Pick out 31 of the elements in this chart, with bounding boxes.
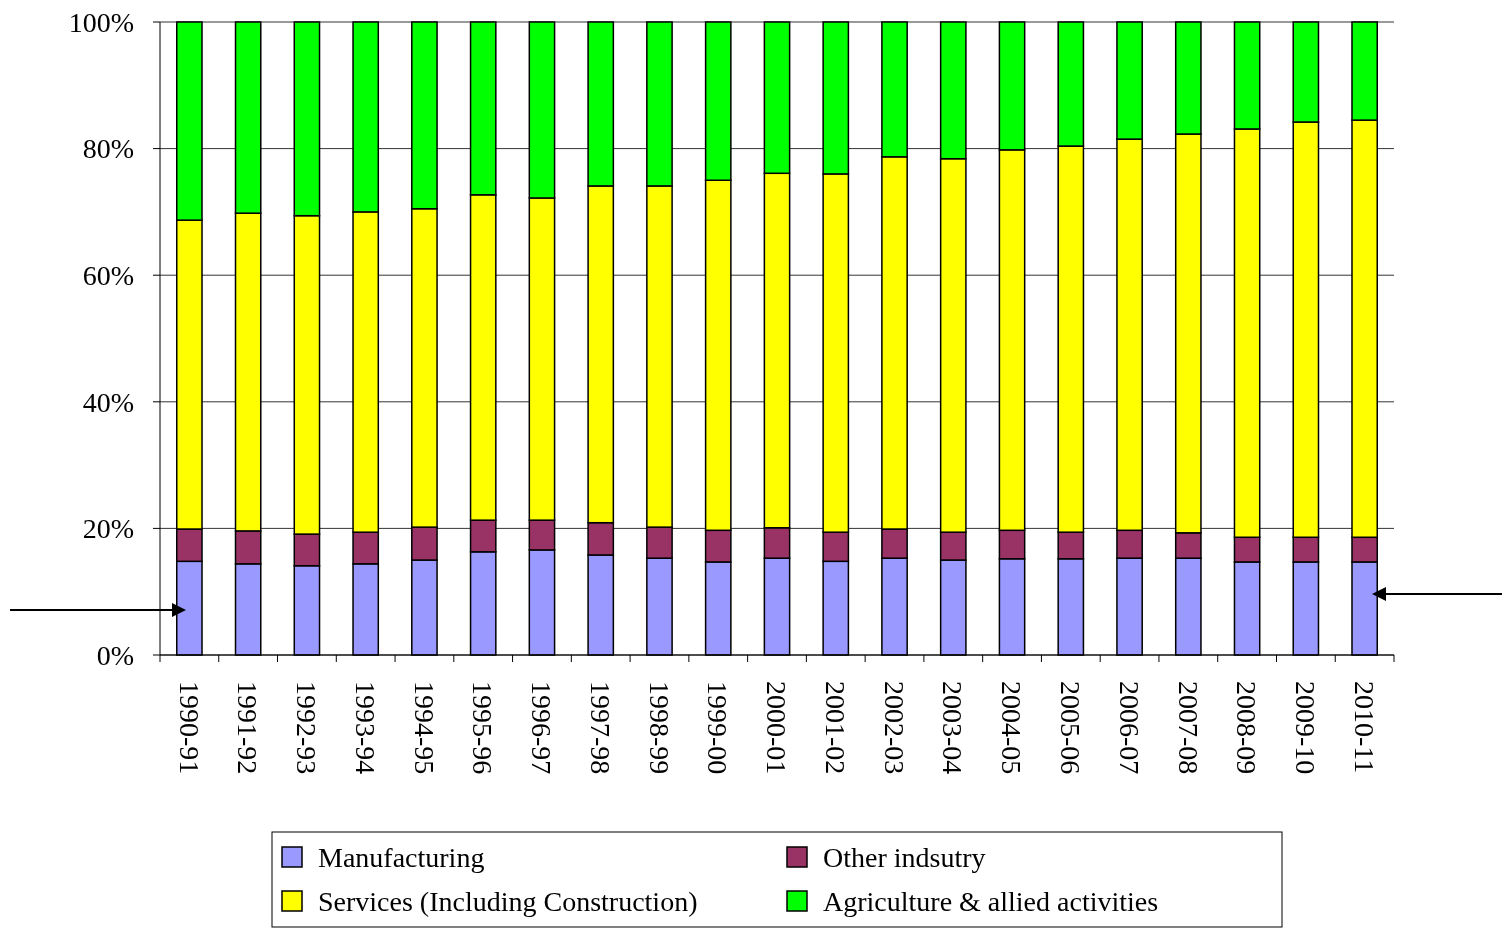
y-tick-label: 100% [68,6,134,38]
x-tick-label: 1997-98 [584,681,616,775]
legend-label: Services (Including Construction) [318,885,698,917]
x-tick-label: 2010-11 [1348,681,1380,774]
x-tick-label: 2003-04 [937,681,969,775]
x-tick-label: 2005-06 [1055,681,1087,775]
x-tick-label: 1998-99 [643,681,675,775]
x-tick-label: 2007-08 [1172,681,1204,775]
x-tick-label: 2008-09 [1231,681,1263,775]
x-tick-label: 1996-97 [526,681,558,775]
legend-label: Agriculture & allied activities [823,885,1159,917]
y-tick-label: 40% [82,386,134,418]
x-tick-label: 1992-93 [291,681,323,775]
legend-label: Other indsutry [823,841,986,873]
x-tick-label: 2009-10 [1290,681,1322,775]
x-tick-label: 2004-05 [996,681,1028,775]
x-tick-label: 1994-95 [408,681,440,775]
x-tick-label: 2000-01 [761,681,793,775]
x-tick-label: 1995-96 [467,681,499,775]
x-tick-label: 1990-91 [173,681,205,775]
x-tick-label: 2001-02 [819,681,851,775]
y-tick-label: 80% [82,133,134,165]
x-tick-label: 1999-00 [702,681,734,775]
x-tick-label: 2002-03 [878,681,910,775]
y-tick-label: 60% [82,260,134,291]
x-tick-label: 1993-94 [349,681,381,775]
y-tick-label: 0% [96,639,134,671]
legend-label: Manufacturing [318,841,485,873]
x-tick-label: 1991-92 [232,681,264,775]
x-tick-label: 2006-07 [1113,681,1145,775]
y-tick-label: 20% [82,513,134,545]
